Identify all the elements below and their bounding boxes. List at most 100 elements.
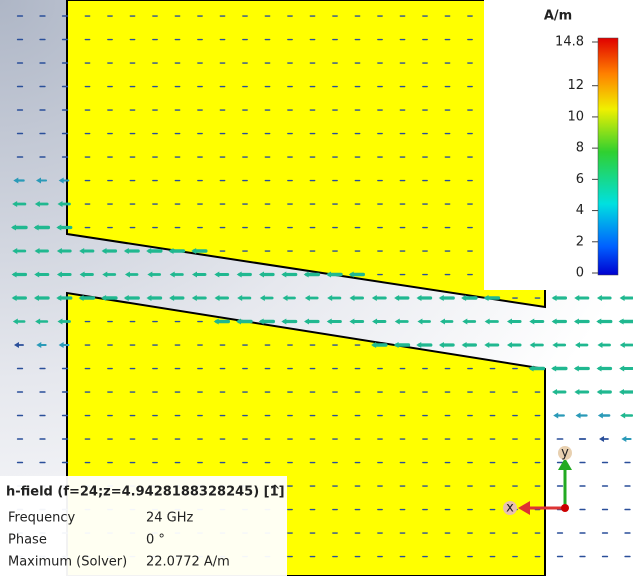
info-label: Frequency xyxy=(8,511,75,526)
collapse-button[interactable]: ^ xyxy=(270,484,281,499)
field-arrow-head xyxy=(281,318,287,325)
field-arrow-head xyxy=(416,295,422,301)
field-arrow-head xyxy=(484,318,490,325)
field-arrow-head xyxy=(168,248,174,254)
colorbar-tick-label: 0 xyxy=(576,266,584,281)
field-arrow-head xyxy=(214,271,220,278)
field-arrow-head xyxy=(553,412,559,419)
field-arrow-head xyxy=(101,295,107,301)
field-arrow-head xyxy=(12,318,18,325)
field-arrow-head xyxy=(394,318,400,325)
field-arrow-head xyxy=(236,318,242,325)
field-arrow-head xyxy=(34,271,40,278)
field-arrow-head xyxy=(191,295,197,301)
y-label-bg xyxy=(558,446,572,460)
field-arrow-head xyxy=(417,318,423,325)
field-arrow-head xyxy=(34,248,40,254)
field-arrow-head xyxy=(56,248,62,254)
field-arrow-head xyxy=(327,295,333,301)
colorbar xyxy=(597,37,619,276)
field-arrow-head xyxy=(574,342,580,348)
field-arrow-head xyxy=(57,318,63,325)
info-panel xyxy=(0,476,287,576)
field-arrow-head xyxy=(552,389,558,395)
field-arrow-head xyxy=(12,248,18,254)
colorbar-tick-label: 12 xyxy=(567,78,584,93)
field-arrow-head xyxy=(56,224,62,231)
field-arrow-head xyxy=(281,271,287,278)
field-arrows xyxy=(11,15,633,558)
field-arrow-head xyxy=(13,342,19,348)
info-value: 0 ° xyxy=(146,533,165,548)
field-arrow-head xyxy=(348,271,354,278)
field-arrow-head xyxy=(56,295,62,301)
field-arrow-head xyxy=(213,318,219,325)
origin xyxy=(561,504,569,512)
field-arrow-head xyxy=(621,436,627,442)
field-arrow-head xyxy=(326,271,332,278)
field-arrow-head xyxy=(101,248,107,254)
colorbar-tick-label: 14.8 xyxy=(555,35,584,50)
field-arrow-head xyxy=(13,177,19,184)
field-arrow-head xyxy=(123,248,129,254)
field-arrow-head xyxy=(258,271,264,278)
field-arrow-head xyxy=(36,342,42,348)
field-arrow-head xyxy=(259,295,265,301)
y-arrow-head xyxy=(558,458,572,470)
field-arrow-head xyxy=(573,318,579,325)
info-label: Maximum (Solver) xyxy=(8,555,127,570)
field-arrow-head xyxy=(282,295,288,301)
field-arrow-head xyxy=(372,318,378,325)
field-arrow-head xyxy=(461,342,467,348)
field-arrow-head xyxy=(78,295,84,301)
field-arrow-head xyxy=(551,295,557,301)
field-arrow-head xyxy=(619,342,625,348)
field-arrow-head xyxy=(552,342,558,348)
field-arrow-head xyxy=(528,365,534,372)
field-arrow-head xyxy=(597,342,603,348)
field-arrow-head xyxy=(575,412,581,419)
info-label: Phase xyxy=(8,533,47,548)
field-arrow-head xyxy=(529,318,535,325)
field-arrow-head xyxy=(574,389,580,395)
field-arrow-head xyxy=(236,271,242,278)
field-arrow-head xyxy=(596,389,602,395)
field-arrow-head xyxy=(620,412,626,419)
field-arrow-head xyxy=(393,342,399,348)
field-arrow-head xyxy=(597,412,603,419)
field-arrow-head xyxy=(11,224,17,231)
field-arrow-head xyxy=(102,271,108,278)
field-arrow-head xyxy=(326,318,332,325)
field-arrow-head xyxy=(394,295,400,301)
field-arrow-head xyxy=(12,201,18,207)
field-arrow-head xyxy=(551,318,557,325)
field-arrow-head xyxy=(79,248,85,254)
field-arrow-head xyxy=(304,295,310,301)
field-arrow-head xyxy=(599,436,605,442)
colorbar-tick-label: 2 xyxy=(576,234,584,249)
field-arrow-head xyxy=(146,295,152,301)
colorbar-tick-label: 4 xyxy=(576,203,584,218)
field-arrow-head xyxy=(124,271,130,278)
info-value: 24 GHz xyxy=(146,511,194,526)
field-arrow-head xyxy=(146,248,152,254)
field-arrow-head xyxy=(169,295,175,301)
field-arrow-head xyxy=(596,365,602,372)
field-arrow-head xyxy=(618,318,624,325)
field-arrow-head xyxy=(258,318,264,325)
field-arrow-head xyxy=(371,342,377,348)
field-arrow-head xyxy=(484,342,490,348)
field-arrow-head xyxy=(596,318,602,325)
y-label: y xyxy=(561,446,569,461)
field-arrow-head xyxy=(506,342,512,348)
field-arrow-head xyxy=(57,201,63,207)
field-arrow-head xyxy=(34,201,40,207)
field-arrow-head xyxy=(619,365,625,372)
info-title: h-field (f=24;z=4.9428188328245) [1] xyxy=(6,485,285,500)
field-arrow-head xyxy=(483,295,489,301)
field-arrow-head xyxy=(11,295,17,301)
field-arrow-head xyxy=(33,224,39,231)
field-arrow-head xyxy=(438,295,444,301)
field-arrow-head xyxy=(438,342,444,348)
